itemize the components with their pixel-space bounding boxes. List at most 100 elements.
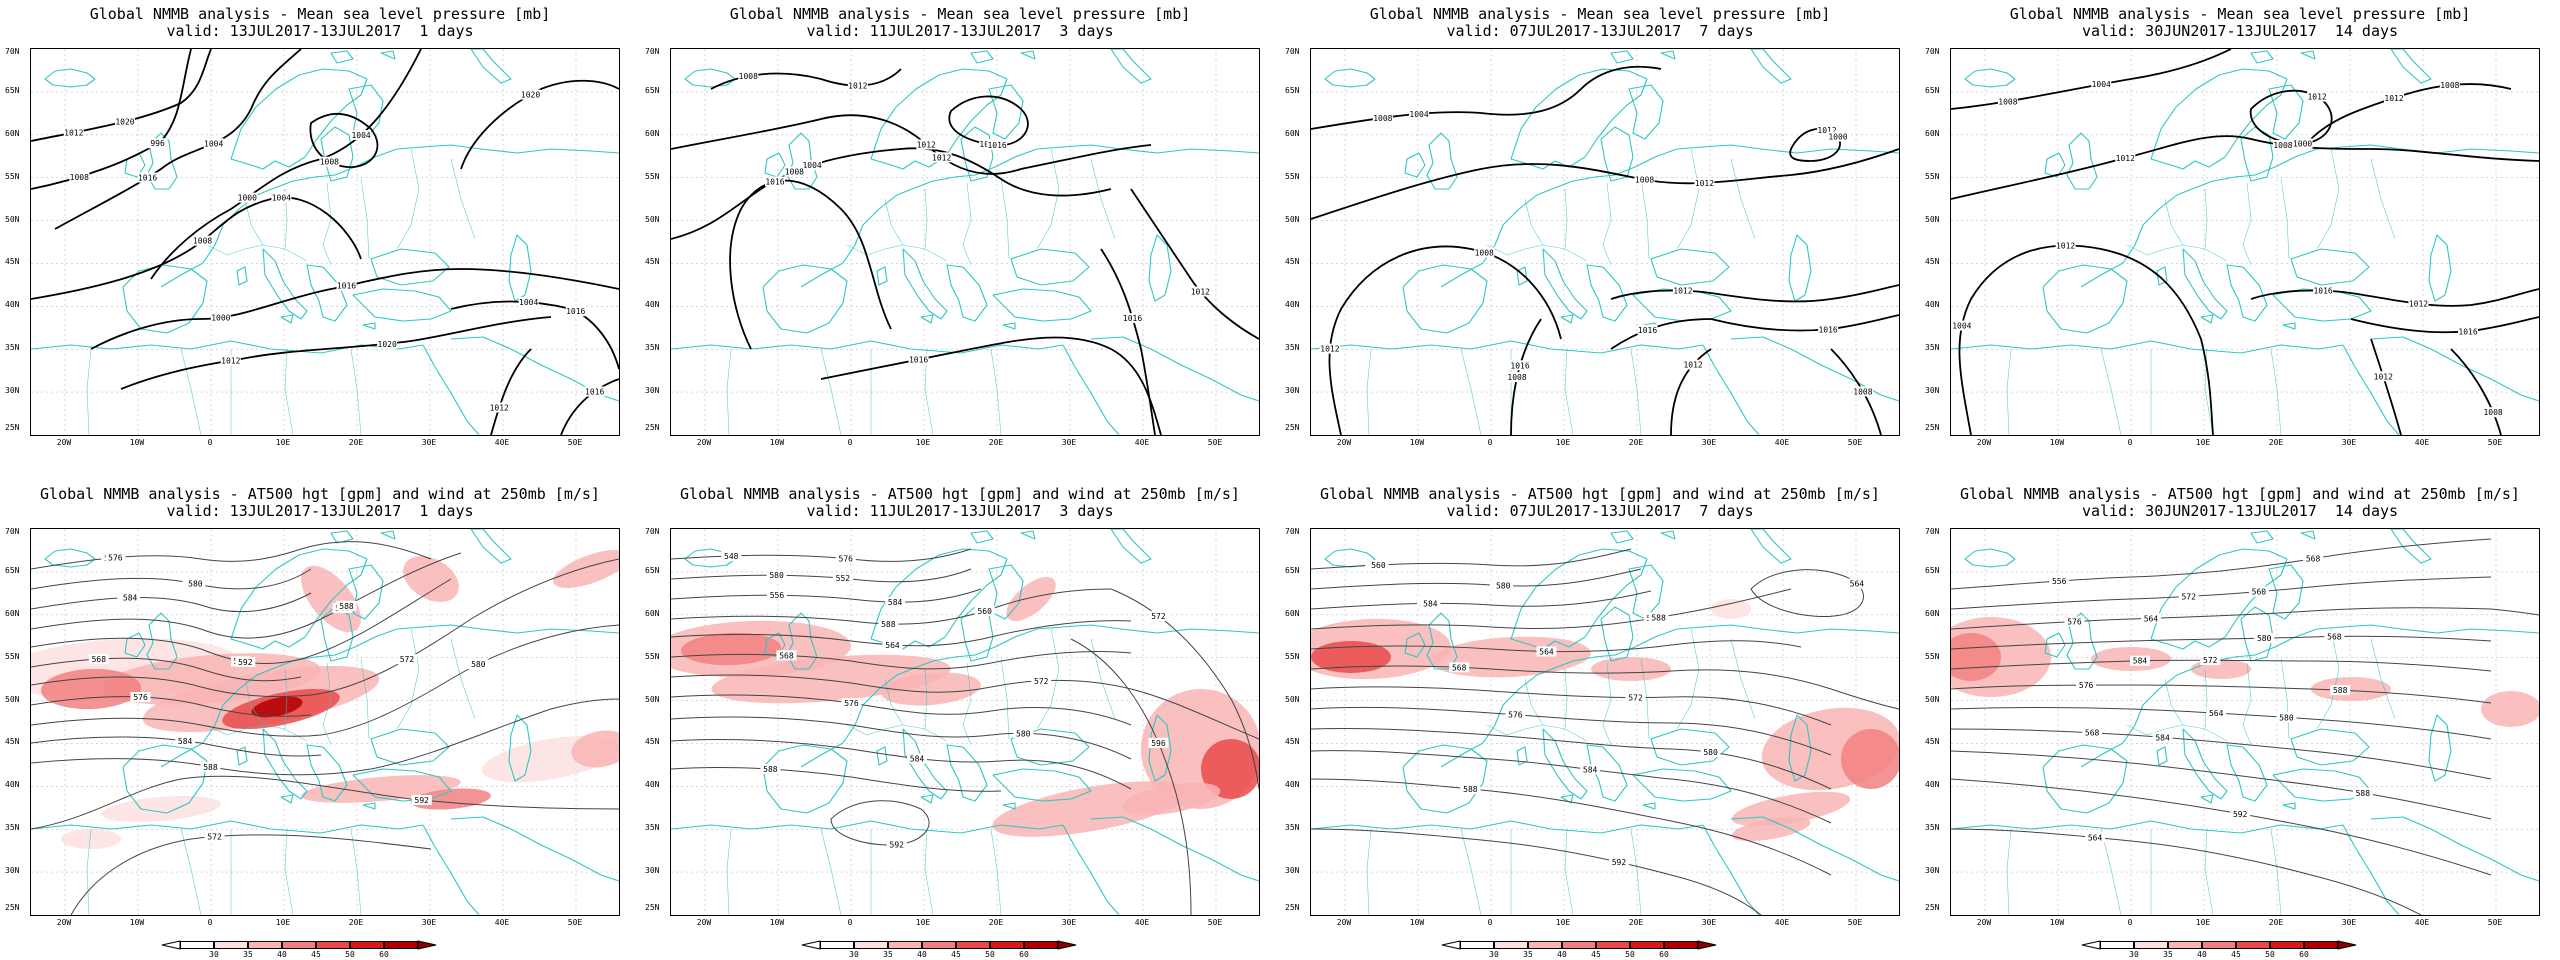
contour-line [671,620,1132,647]
contour-label: 1016 [1510,361,1529,370]
contour-label-bg [2307,91,2328,102]
contour-line [820,336,1162,435]
longitude-label: 10E [1555,438,1571,447]
map-panel-z500-14d: Global NMMB analysis - AT500 hgt [gpm] a… [1920,480,2560,960]
contour-line [450,300,619,370]
colorbar-segment [922,941,956,949]
country-borders [86,148,476,435]
contour-label: 1016 [566,307,585,316]
longitude-label: 10W [769,918,785,927]
colorbar-segment [2202,941,2236,949]
contour-label-bg [1474,247,1495,258]
graticule [1311,49,1899,435]
panel-title: Global NMMB analysis - Mean sea level pr… [1369,5,1831,23]
contour-label: 556 [770,591,785,600]
contour-label: 1020 [521,91,540,100]
longitude-label: 10W [2049,918,2065,927]
latitude-label: 70N [645,527,660,536]
latitude-label: 70N [1285,47,1300,56]
contour-label: 588 [203,763,218,772]
contour-label-bg [2352,787,2373,798]
contour-label: 568 [92,655,107,664]
contour-label-bg [1368,559,1389,570]
wind-jet-area [2191,659,2251,679]
longitude-label: 10W [129,918,145,927]
coastline [1951,529,2539,915]
longitude-label: 0 [207,438,213,447]
contour-line [54,49,302,230]
contour-line [1510,318,1542,435]
wind-colorbar: 30 35 40 45 50 60 [800,938,1130,959]
colorbar-tick-label: 45 [951,950,961,959]
wind-speed-shading [671,576,1259,837]
longitude-label: 20W [1976,918,1992,927]
contour-line [2350,316,2539,334]
panel-title: Global NMMB analysis - Mean sea level pr… [729,5,1191,23]
wind-jet-area [1841,729,1899,789]
latitude-label: 30N [5,866,20,876]
contour-line [31,49,212,142]
contour-label: 584 [1423,599,1438,608]
wind-jet-area [101,795,221,823]
contour-label-bg [2254,633,2275,644]
contour-label-bg [1637,324,1658,335]
contour-label: 580 [2257,634,2272,643]
longitude-label: 0 [1487,438,1493,447]
contour-label-bg [1148,610,1169,621]
contour-label-bg [2248,586,2269,597]
latitude-label: 35N [5,343,20,353]
longitude-label: 50E [1847,918,1863,927]
colorbar-tick-label: 30 [209,950,219,959]
longitude-label: 20W [1336,918,1352,927]
contour-line [1311,828,1762,915]
wind-jet-area [1311,641,1391,673]
longitude-label: 30E [2341,918,2357,927]
coastline [31,529,619,915]
contour-label-bg [114,116,135,127]
contour-label: 1016 [765,178,784,187]
latitude-label: 60N [645,128,660,138]
longitude-label: 50E [567,438,583,447]
contour-label-bg [766,570,787,581]
contour-label: 580 [769,571,784,580]
contour-labels: 5485525565605645685725765805845885925645… [1365,559,1867,868]
latitude-label: 65N [645,85,660,95]
contour-label: 568 [2306,555,2321,564]
map-plot-area: 556 560 564 568 572 576 580 584 588 592 564 568 572 5… [1950,528,2540,916]
longitude-label: 30E [421,438,437,447]
longitude-label: 10E [1555,918,1571,927]
contour-label-bg [1694,177,1715,188]
graticule [1951,529,2539,915]
contour-label: 572 [400,655,415,664]
longitude-label: 0 [2127,918,2133,927]
wind-jet-area [1711,599,1751,619]
contour-label-bg [105,552,126,563]
contour-label-bg [396,654,417,665]
panel-valid-range: valid: 11JUL2017-13JUL2017 3 days [806,22,1114,40]
contour-label-bg [2206,707,2227,718]
latitude-label: 45N [1925,257,1940,267]
contour-label: 576 [2079,681,2094,690]
contour-label-bg [1510,360,1531,371]
contour-labels: 548 552 556 560 564 568 572 576 580 584 588 592 596 5… [721,550,1169,850]
wind-jet-area [1591,657,1671,681]
contour-label-bg [137,172,158,183]
contour-label: 1020 [115,118,134,127]
contour-label-bg [931,152,952,163]
map-plot-area: 1008 1008 1012 1008 1012 1016 1016 1012 1008 1004… [1950,48,2540,436]
contour-label-bg [907,753,928,764]
contour-label-bg [1951,320,1972,331]
contour-label-bg [721,550,742,561]
colorbar-segment [1630,941,1664,949]
contour-label-bg [518,297,539,308]
contour-line [1311,588,1792,630]
contour-label-bg [203,138,224,149]
contour-label: 1016 [987,141,1006,150]
colorbar-segment [248,941,282,949]
contour-label-bg [1828,131,1849,142]
longitude-label: 40E [1134,438,1150,447]
contour-label-bg [235,656,256,667]
contour-label: 1016 [909,355,928,364]
contour-label: 552 [836,574,851,583]
map-plot-area: 1012 996 1016 1004 1008 1000 1020 1004 1008 1020 1… [30,48,620,436]
